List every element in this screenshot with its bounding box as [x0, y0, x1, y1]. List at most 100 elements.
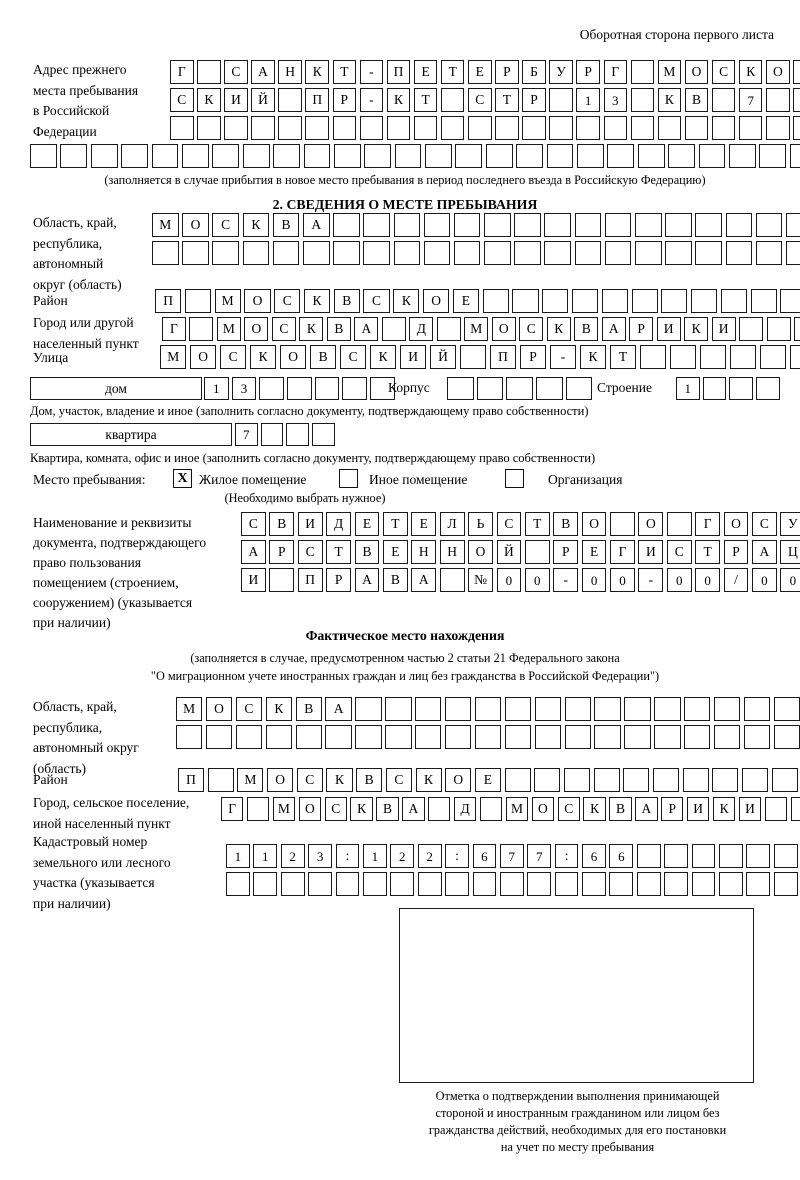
char-cell[interactable]: 2: [280, 844, 305, 868]
char-cell[interactable]: В: [609, 797, 632, 821]
char-cell[interactable]: [635, 213, 662, 237]
char-cell[interactable]: С: [385, 768, 412, 792]
char-cell[interactable]: [773, 725, 800, 749]
char-cell[interactable]: Т: [413, 88, 438, 112]
char-cell[interactable]: С: [666, 540, 692, 564]
char-cell[interactable]: И: [738, 797, 762, 821]
char-cell[interactable]: [756, 377, 780, 400]
char-cell[interactable]: [702, 377, 727, 400]
char-cell[interactable]: С: [297, 540, 323, 564]
char-cell[interactable]: [654, 697, 681, 721]
char-cell[interactable]: Т: [332, 60, 357, 84]
char-cell[interactable]: Е: [413, 60, 438, 84]
char-cell[interactable]: В: [354, 540, 380, 564]
char-cell[interactable]: [474, 725, 502, 749]
char-cell[interactable]: С: [496, 512, 522, 536]
char-cell[interactable]: Б: [522, 60, 546, 84]
char-cell[interactable]: [785, 241, 800, 265]
char-cell[interactable]: [516, 144, 544, 168]
char-cell[interactable]: [453, 241, 481, 265]
char-cell[interactable]: О: [298, 797, 321, 821]
char-cell[interactable]: [630, 60, 655, 84]
char-cell[interactable]: Г: [603, 60, 627, 84]
char-cell[interactable]: О: [531, 797, 554, 821]
char-cell[interactable]: О: [189, 345, 217, 369]
char-cell[interactable]: [604, 213, 632, 237]
char-cell[interactable]: -: [359, 60, 384, 84]
char-cell[interactable]: 1: [204, 377, 229, 400]
char-cell[interactable]: Т: [495, 88, 519, 112]
char-cell[interactable]: [440, 88, 465, 112]
char-cell[interactable]: [712, 768, 739, 792]
char-cell[interactable]: [359, 116, 384, 140]
char-cell[interactable]: Р: [629, 317, 654, 341]
char-cell[interactable]: [286, 423, 309, 446]
char-cell[interactable]: М: [464, 317, 489, 341]
char-cell[interactable]: [280, 872, 305, 896]
char-cell[interactable]: [524, 540, 550, 564]
char-cell[interactable]: В: [272, 213, 300, 237]
char-cell[interactable]: [720, 289, 748, 313]
char-cell[interactable]: П: [178, 768, 205, 792]
char-cell[interactable]: В: [356, 768, 383, 792]
stamp-area[interactable]: [399, 908, 754, 1083]
char-cell[interactable]: [725, 241, 753, 265]
char-cell[interactable]: [364, 144, 392, 168]
char-cell[interactable]: [235, 725, 263, 749]
char-cell[interactable]: В: [295, 697, 322, 721]
char-cell[interactable]: П: [297, 568, 323, 592]
char-cell[interactable]: Т: [695, 540, 721, 564]
char-cell[interactable]: [607, 144, 635, 168]
char-cell[interactable]: О: [244, 317, 269, 341]
char-cell[interactable]: В: [309, 345, 337, 369]
char-cell[interactable]: Р: [723, 540, 749, 564]
char-cell[interactable]: [468, 116, 492, 140]
char-cell[interactable]: С: [224, 60, 248, 84]
char-cell[interactable]: [415, 697, 442, 721]
char-cell[interactable]: [714, 725, 741, 749]
char-cell[interactable]: [303, 144, 331, 168]
char-cell[interactable]: [623, 768, 650, 792]
char-cell[interactable]: 7: [499, 844, 524, 868]
char-cell[interactable]: /: [723, 568, 749, 592]
char-cell[interactable]: [269, 568, 295, 592]
char-cell[interactable]: [574, 241, 602, 265]
char-cell[interactable]: [287, 377, 312, 400]
char-cell[interactable]: 0: [780, 568, 800, 592]
char-cell[interactable]: М: [152, 213, 179, 237]
char-cell[interactable]: Е: [581, 540, 607, 564]
char-cell[interactable]: П: [155, 289, 182, 313]
char-cell[interactable]: Г: [162, 317, 186, 341]
char-cell[interactable]: [711, 88, 736, 112]
char-cell[interactable]: 3: [603, 88, 627, 112]
char-cell[interactable]: [333, 241, 360, 265]
char-cell[interactable]: [780, 289, 800, 313]
char-cell[interactable]: [415, 725, 442, 749]
char-cell[interactable]: [739, 317, 764, 341]
char-cell[interactable]: [728, 144, 756, 168]
char-cell[interactable]: [542, 289, 569, 313]
char-cell[interactable]: 0: [695, 568, 721, 592]
char-cell[interactable]: О: [684, 60, 709, 84]
char-cell[interactable]: М: [216, 317, 241, 341]
char-cell[interactable]: С: [339, 345, 367, 369]
char-cell[interactable]: К: [712, 797, 736, 821]
char-cell[interactable]: [766, 116, 790, 140]
char-cell[interactable]: М: [272, 797, 296, 821]
char-cell[interactable]: И: [687, 797, 710, 821]
char-cell[interactable]: 1: [226, 844, 250, 868]
char-cell[interactable]: [793, 116, 800, 140]
char-cell[interactable]: [790, 797, 800, 821]
char-cell[interactable]: Й: [429, 345, 457, 369]
char-cell[interactable]: [295, 725, 322, 749]
char-cell[interactable]: Н: [411, 540, 437, 564]
char-cell[interactable]: [536, 377, 563, 400]
char-cell[interactable]: [630, 116, 655, 140]
char-cell[interactable]: О: [468, 540, 493, 564]
char-cell[interactable]: [785, 213, 800, 237]
char-cell[interactable]: [759, 345, 787, 369]
